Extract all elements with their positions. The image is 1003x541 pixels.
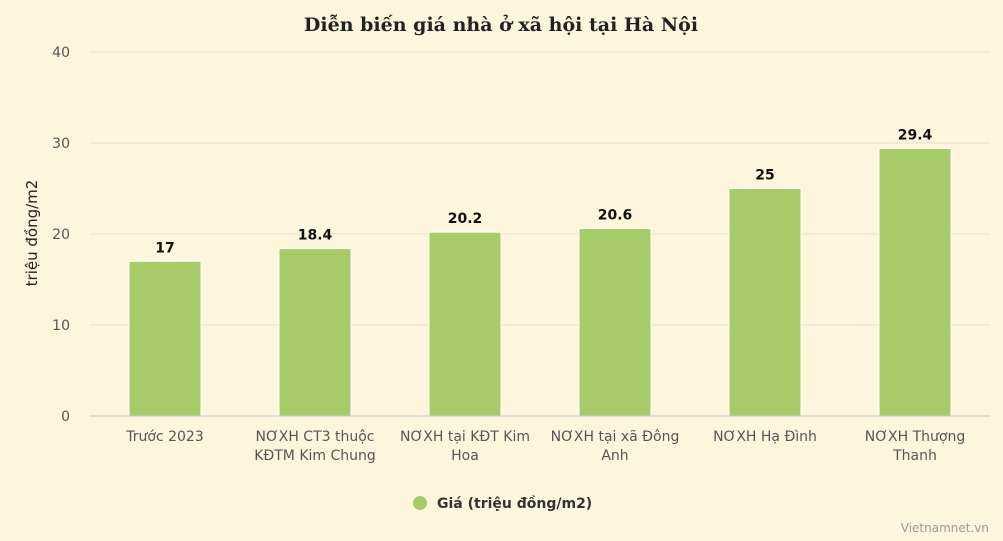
y-axis-ticks: 0 10 20 30 40 xyxy=(52,45,70,425)
x-tick-label: NƠXH CT3 thuộc xyxy=(255,429,374,445)
x-tick-label: Hoa xyxy=(451,448,479,464)
gridlines xyxy=(90,51,990,326)
bar[interactable] xyxy=(428,231,502,417)
y-tick-label: 40 xyxy=(52,45,70,61)
legend[interactable]: Giá (triệu đồng/m2) xyxy=(413,495,592,512)
x-tick-label: Anh xyxy=(601,448,628,464)
y-tick-label: 10 xyxy=(52,318,70,334)
data-label: 18.4 xyxy=(298,228,333,244)
data-label: 29.4 xyxy=(898,127,933,143)
bar[interactable] xyxy=(578,228,652,417)
data-label: 25 xyxy=(755,168,774,184)
x-tick-label: NƠXH tại KĐT Kim xyxy=(400,429,530,445)
x-tick-label: Trước 2023 xyxy=(125,429,203,445)
bar[interactable] xyxy=(878,147,952,417)
chart-title: Diễn biến giá nhà ở xã hội tại Hà Nội xyxy=(304,14,698,36)
bar[interactable] xyxy=(728,188,802,417)
x-tick-label: KĐTM Kim Chung xyxy=(254,448,376,464)
x-tick-label: NƠXH Hạ Đình xyxy=(713,429,817,445)
legend-label[interactable]: Giá (triệu đồng/m2) xyxy=(437,495,592,512)
x-tick-label: NƠXH tại xã Đông xyxy=(551,429,680,445)
x-axis-ticks: Trước 2023 NƠXH CT3 thuộc KĐTM Kim Chung NƠ… xyxy=(125,429,965,464)
y-tick-label: 20 xyxy=(52,227,70,243)
y-tick-label: 0 xyxy=(61,409,70,425)
bar[interactable] xyxy=(278,248,352,417)
legend-marker xyxy=(413,496,427,510)
bar[interactable] xyxy=(128,260,202,417)
bars xyxy=(128,147,952,417)
y-tick-label: 30 xyxy=(52,136,70,152)
x-tick-label: Thanh xyxy=(892,448,937,464)
data-label: 17 xyxy=(155,240,174,256)
data-labels: 17 18.4 20.2 20.6 25 29.4 xyxy=(155,127,932,256)
data-label: 20.6 xyxy=(598,208,633,224)
y-axis-label: triệu đồng/m2 xyxy=(23,180,41,287)
x-tick-label: NƠXH Thượng xyxy=(865,429,965,445)
credit-text: Vietnamnet.vn xyxy=(901,521,989,535)
data-label: 20.2 xyxy=(448,211,483,227)
